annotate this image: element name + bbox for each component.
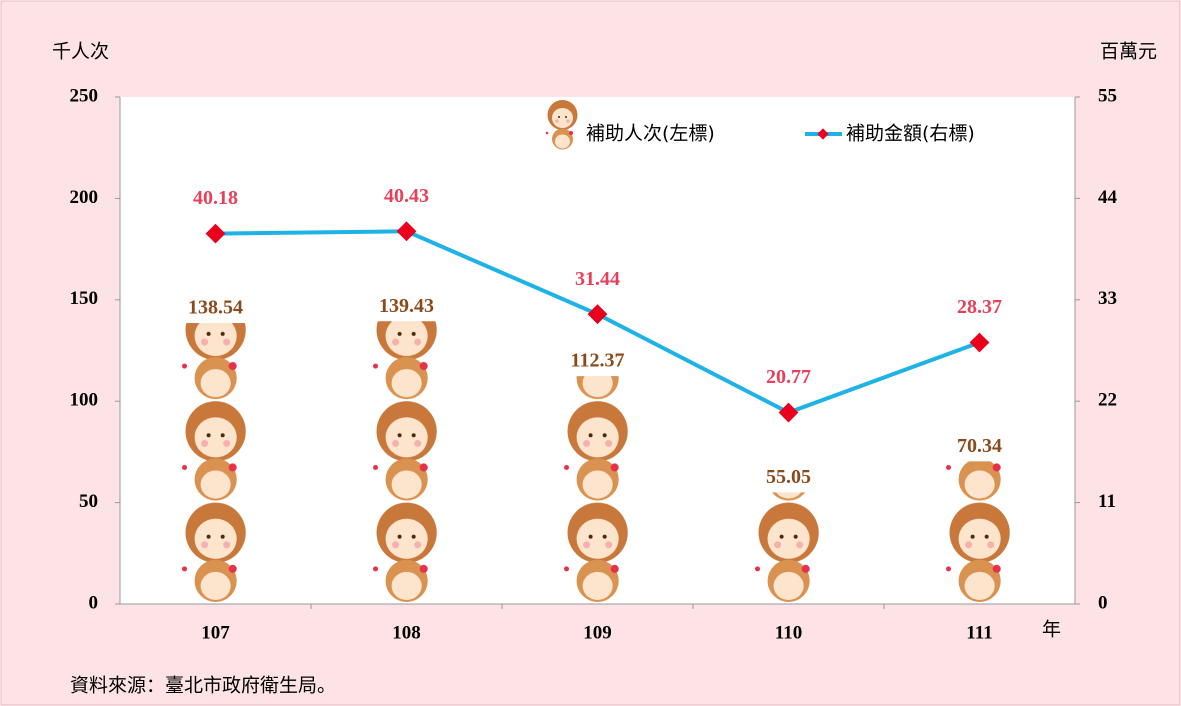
line-marker [778, 402, 799, 423]
x-tick-label: 110 [775, 622, 802, 643]
pictograph-bar [180, 323, 251, 604]
icon-part [555, 134, 570, 149]
legend-icon [545, 100, 578, 150]
line-value-label: 40.18 [193, 187, 238, 209]
legend: 補助人次(左標) 補助金額(右標) [545, 100, 975, 150]
y2-tick-label: 33 [1098, 288, 1117, 309]
x-tick-label: 111 [966, 622, 992, 643]
y-tick-label: 150 [70, 288, 99, 309]
legend-label: 補助金額(右標) [846, 123, 975, 145]
y2-tick-label: 0 [1098, 592, 1108, 613]
x-tick-label: 107 [201, 622, 230, 643]
bar-value-label: 139.43 [379, 295, 434, 317]
y-tick-label: 50 [79, 491, 98, 512]
line-marker [587, 304, 608, 325]
pictograph-bar [562, 376, 633, 604]
line-marker [205, 223, 226, 244]
y2-tick-label: 44 [1098, 187, 1118, 208]
x-tick-label: 108 [392, 622, 421, 643]
bar-value-label: 70.34 [957, 435, 1002, 457]
line-value-label: 28.37 [957, 296, 1002, 318]
pictograph-bar [944, 461, 1015, 604]
bar-value-label: 55.05 [766, 466, 811, 488]
y-tick-label: 0 [89, 592, 99, 613]
icon-part [552, 108, 573, 128]
icon-part [569, 131, 573, 135]
y2-tick-label: 22 [1098, 390, 1117, 411]
y-tick-label: 200 [70, 187, 99, 208]
line-marker [969, 332, 990, 353]
y-tick-label: 250 [70, 85, 99, 106]
legend-marker [817, 128, 829, 140]
icon-part [558, 116, 560, 118]
source-note: 資料來源：臺北市政府衛生局。 [70, 675, 336, 697]
legend-label: 補助人次(左標) [586, 123, 715, 145]
icon-part [555, 119, 559, 123]
line-value-label: 40.43 [384, 185, 429, 207]
x-axis-label: 年 [1042, 619, 1061, 641]
y2-axis-label: 百萬元 [1100, 41, 1157, 63]
x-tick-label: 109 [583, 622, 612, 643]
line-value-label: 20.77 [766, 366, 811, 388]
line-value-label: 31.44 [575, 268, 620, 290]
icon-part [545, 131, 549, 135]
line-marker [396, 221, 417, 242]
icon-part [565, 116, 567, 118]
bar-value-label: 112.37 [571, 350, 625, 372]
y-axis-label: 千人次 [52, 41, 109, 63]
y2-tick-label: 11 [1098, 491, 1116, 512]
pictograph-bar [753, 492, 824, 604]
pictograph-bar [371, 321, 442, 604]
icon-part [566, 119, 570, 123]
y-tick-label: 100 [70, 390, 99, 411]
bar-value-label: 138.54 [188, 297, 243, 319]
y2-tick-label: 55 [1098, 85, 1117, 106]
